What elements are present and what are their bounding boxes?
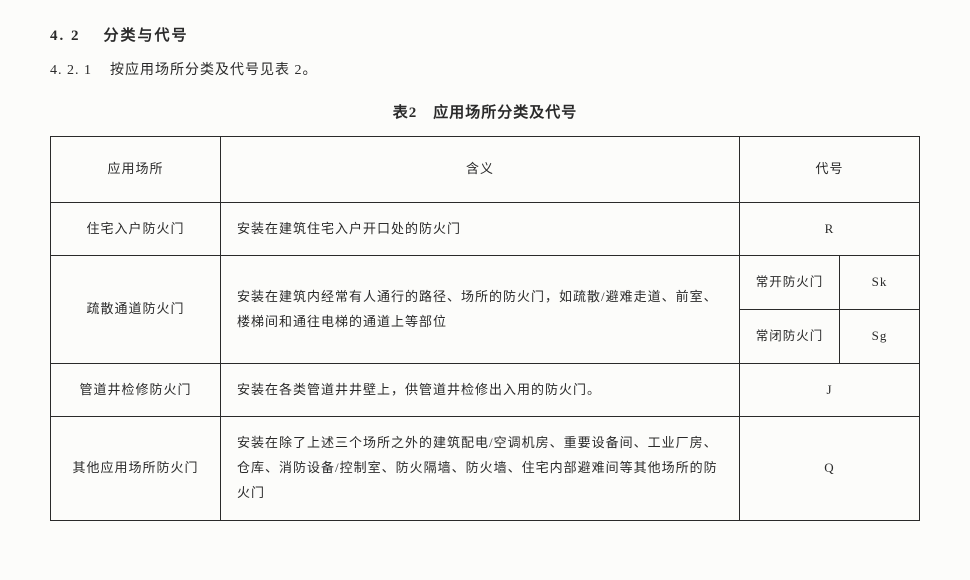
cell-place: 其他应用场所防火门 — [51, 417, 221, 520]
cell-code: Sk — [839, 256, 919, 310]
table-row: 管道井检修防火门 安装在各类管道井井壁上，供管道井检修出入用的防火门。 J — [51, 363, 920, 417]
cell-place: 住宅入户防火门 — [51, 202, 221, 256]
header-meaning: 含义 — [221, 137, 740, 203]
cell-meaning: 安装在建筑住宅入户开口处的防火门 — [221, 202, 740, 256]
header-code: 代号 — [739, 137, 919, 203]
cell-code: R — [739, 202, 919, 256]
cell-code: Sg — [839, 310, 919, 364]
table-row: 其他应用场所防火门 安装在除了上述三个场所之外的建筑配电/空调机房、重要设备间、… — [51, 417, 920, 520]
cell-meaning: 安装在各类管道井井壁上，供管道井检修出入用的防火门。 — [221, 363, 740, 417]
subsection-text: 按应用场所分类及代号见表 2。 — [110, 63, 318, 78]
cell-code: J — [739, 363, 919, 417]
cell-meaning: 安装在除了上述三个场所之外的建筑配电/空调机房、重要设备间、工业厂房、仓库、消防… — [221, 417, 740, 520]
table-caption: 表2 应用场所分类及代号 — [50, 101, 920, 122]
table-row: 住宅入户防火门 安装在建筑住宅入户开口处的防火门 R — [51, 202, 920, 256]
classification-table: 应用场所 含义 代号 住宅入户防火门 安装在建筑住宅入户开口处的防火门 R 疏散… — [50, 136, 920, 521]
subsection-heading: 4. 2. 1 按应用场所分类及代号见表 2。 — [50, 59, 920, 79]
header-place: 应用场所 — [51, 137, 221, 203]
cell-place: 管道井检修防火门 — [51, 363, 221, 417]
section-number: 4. 2 — [50, 28, 81, 44]
cell-meaning: 安装在建筑内经常有人通行的路径、场所的防火门，如疏散/避难走道、前室、楼梯间和通… — [221, 256, 740, 363]
table-row: 疏散通道防火门 安装在建筑内经常有人通行的路径、场所的防火门，如疏散/避难走道、… — [51, 256, 920, 310]
section-heading: 4. 2 分类与代号 — [50, 24, 920, 45]
cell-place: 疏散通道防火门 — [51, 256, 221, 363]
cell-subtype: 常闭防火门 — [739, 310, 839, 364]
table-header-row: 应用场所 含义 代号 — [51, 137, 920, 203]
section-title: 分类与代号 — [104, 28, 189, 44]
cell-subtype: 常开防火门 — [739, 256, 839, 310]
cell-code: Q — [739, 417, 919, 520]
subsection-number: 4. 2. 1 — [50, 63, 92, 78]
